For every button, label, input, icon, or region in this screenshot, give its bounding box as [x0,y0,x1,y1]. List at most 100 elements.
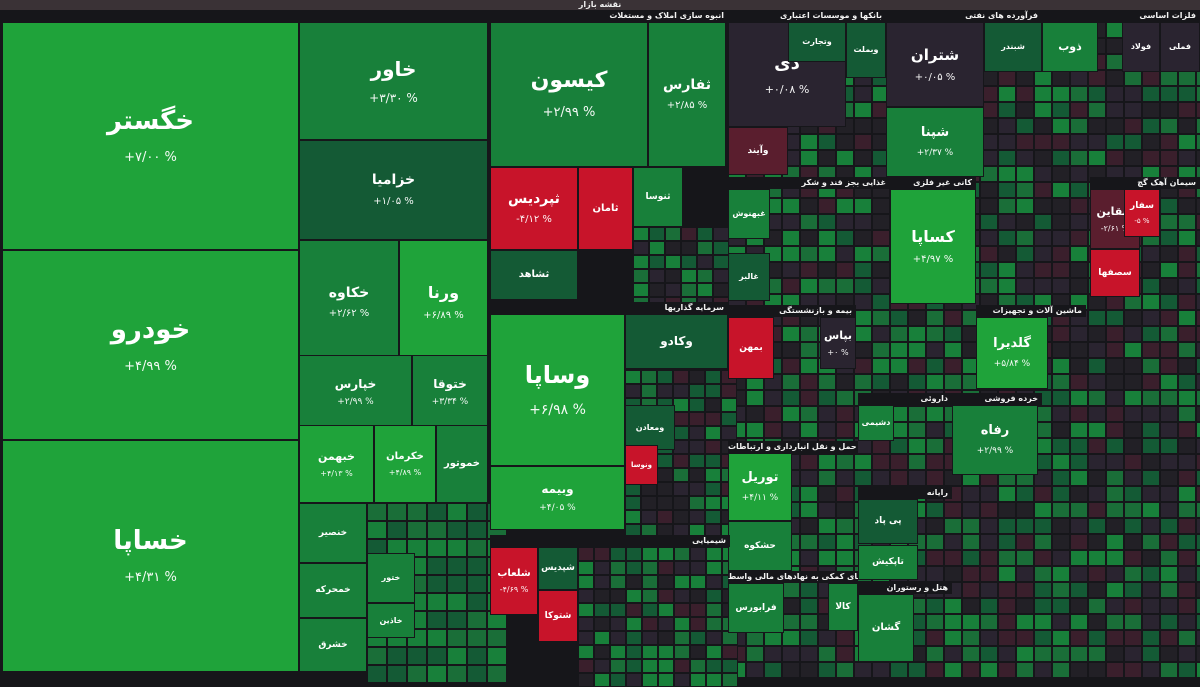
stock-tile[interactable]: سصفها [1090,249,1140,297]
stock-tile[interactable]: گلدیرا +۵/۸۴ % [976,317,1048,389]
filler-tile [1178,406,1196,422]
stock-tile[interactable]: خپارس +۲/۹۹ % [299,355,412,430]
stock-tile[interactable]: خشرق [299,618,367,672]
stock-tile[interactable]: بمهن [728,317,774,379]
filler-tile [1142,422,1160,438]
filler-tile [782,390,800,406]
stock-tile[interactable]: خزامیا +۱/۰۵ % [299,140,488,240]
stock-tile[interactable]: وساپا +۶/۹۸ % [490,314,625,466]
filler-tile [764,646,782,662]
filler-tile [1034,518,1052,534]
filler-tile [998,246,1016,262]
filler-tile [657,482,673,496]
stock-tile[interactable]: ثشاهد [490,250,578,300]
filler-tile [1106,566,1124,582]
stock-tile[interactable]: ثپردیس -۴/۱۲ % [490,167,578,250]
filler-tile [980,246,998,262]
stock-tile[interactable]: دشیمی [858,405,894,441]
filler-tile [657,370,673,384]
filler-tile [1106,438,1124,454]
stock-tile[interactable]: شپنا +۲/۳۷ % [886,107,984,177]
stock-tile[interactable]: ومعادن [625,405,675,450]
filler-tile [926,406,944,422]
stock-tile[interactable]: کیسون +۲/۹۹ % [490,22,648,167]
stock-tile[interactable]: خگستر +۷/۰۰ % [2,22,299,250]
stock-tile[interactable]: ثامان [578,167,633,250]
stock-tile[interactable]: ونوسا [625,445,658,485]
stock-tile[interactable]: خساپا +۴/۳۱ % [2,440,299,672]
stock-tile[interactable]: وتجارت [788,22,846,62]
filler-tile [447,611,467,629]
stock-tile[interactable]: پی پاد [858,499,918,544]
filler-tile [447,539,467,557]
stock-tile[interactable]: خاذین [367,603,415,638]
stock-tile[interactable]: فرابورس [728,583,784,633]
stock-tile[interactable]: وآیند [728,127,788,175]
stock-tile[interactable]: بپاس +۰ % [820,317,856,369]
filler-tile [633,227,649,241]
filler-tile [722,659,738,673]
stock-tile[interactable]: شبندر [984,22,1042,72]
filler-tile [836,630,854,646]
stock-tile[interactable]: غبهنوش [728,189,770,239]
stock-tile[interactable]: ثنوسا [633,167,683,227]
stock-tile[interactable]: وبیمه +۴/۰۵ % [490,466,625,530]
stock-tile[interactable]: خبهمن +۴/۱۳ % [299,425,374,503]
filler-tile [1070,278,1088,294]
stock-tile[interactable]: ثفارس +۲/۸۵ % [648,22,726,167]
filler-tile [467,665,487,683]
filler-tile [1106,326,1124,342]
stock-tile[interactable]: گشان [858,594,914,662]
stock-tile[interactable]: خکرمان +۴/۸۹ % [374,425,436,503]
stock-tile[interactable]: خودرو +۴/۹۹ % [2,250,299,440]
filler-tile [998,534,1016,550]
stock-tile[interactable]: کساپا +۴/۹۷ % [890,189,976,304]
stock-tile[interactable]: ورنا +۶/۸۹ % [399,240,488,365]
stock-tile[interactable]: شپدیس [538,547,578,590]
filler-tile [1088,582,1106,598]
filler-tile [1124,614,1142,630]
filler-tile [594,673,610,687]
stock-tile[interactable]: شلعاب -۴/۶۹ % [490,547,538,615]
stock-symbol: شلعاب [497,567,531,579]
filler-tile [1124,518,1142,534]
stock-tile[interactable]: خاور +۳/۳۰ % [299,22,488,140]
filler-tile [610,617,626,631]
stock-tile[interactable]: رفاه +۲/۹۹ % [952,405,1038,475]
stock-tile[interactable]: خموتور [436,425,488,503]
filler-tile [1088,534,1106,550]
filler-tile [782,422,800,438]
filler-tile [1178,534,1196,550]
stock-tile[interactable]: خکاوه +۲/۶۲ % [299,240,399,365]
filler-tile [578,645,594,659]
stock-tile[interactable]: تاپکیش [858,545,918,580]
filler-tile [1196,598,1200,614]
stock-tile[interactable]: ختور [367,553,415,603]
filler-tile [1124,86,1142,102]
stock-tile[interactable]: فولاد [1122,22,1160,72]
filler-tile [962,630,980,646]
stock-tile[interactable]: خنصیر [299,503,367,563]
filler-tile [800,598,818,614]
stock-tile[interactable]: توریل +۴/۱۱ % [728,453,792,521]
stock-tile[interactable]: غالبر [728,253,770,301]
filler-tile [1052,70,1070,86]
filler-tile [487,665,507,683]
stock-tile[interactable]: ذوب [1042,22,1098,72]
filler-tile [1142,358,1160,374]
stock-tile[interactable]: حشکوه [728,521,792,571]
stock-tile[interactable]: ختوقا +۳/۳۴ % [412,355,488,430]
stock-tile[interactable]: خمحرکه [299,563,367,618]
stock-tile[interactable]: کالا [828,583,858,631]
stock-tile[interactable]: سفار -۵ % [1124,189,1160,237]
filler-tile [890,454,908,470]
stock-tile[interactable]: فملی [1160,22,1200,72]
stock-tile[interactable]: وبملت [846,22,886,78]
filler-tile [642,547,658,561]
stock-symbol: فولاد [1130,42,1152,52]
stock-tile[interactable]: وکادو [625,314,728,369]
filler-tile [1070,262,1088,278]
stock-tile[interactable]: شتوکا [538,590,578,642]
stock-tile[interactable]: شتران +۰/۰۵ % [886,22,984,107]
filler-tile [697,227,713,241]
